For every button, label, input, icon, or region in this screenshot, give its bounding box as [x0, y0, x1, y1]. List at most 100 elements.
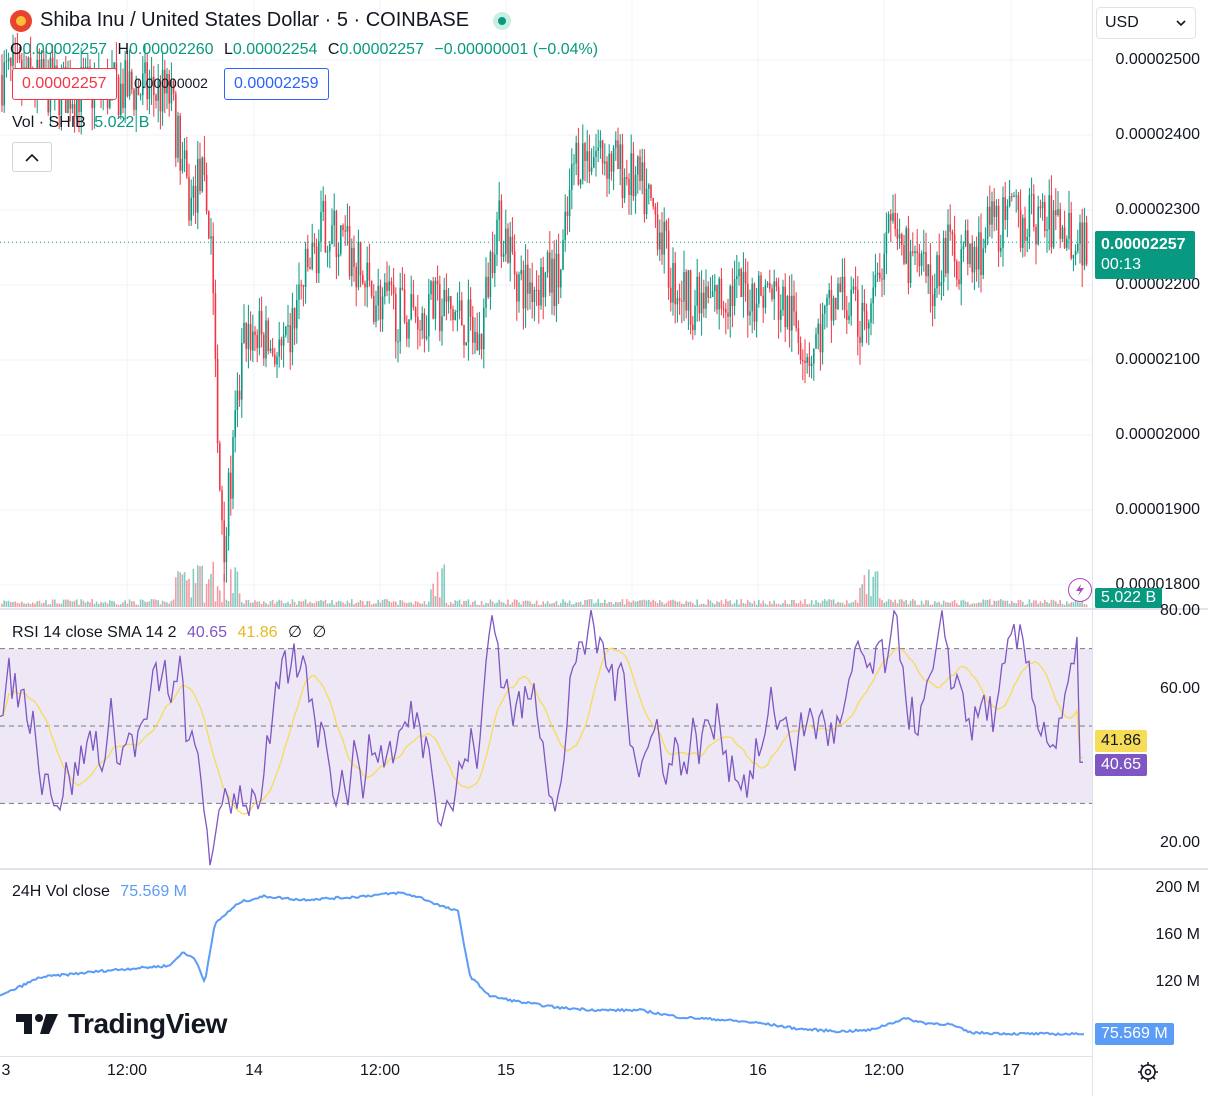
volume-bar: [21, 601, 23, 607]
lightning-icon[interactable]: [1068, 578, 1092, 602]
candle-body: [1072, 255, 1075, 259]
candle-body: [1070, 212, 1072, 259]
time-axis[interactable]: [0, 1056, 1092, 1097]
volume-bar: [483, 604, 485, 607]
candle-body: [412, 294, 415, 308]
candle-body: [654, 206, 657, 215]
candle-body: [1008, 196, 1011, 206]
volume-bar: [901, 599, 903, 607]
pane-separator[interactable]: [0, 868, 1208, 870]
buy-button[interactable]: 0.00002259: [224, 68, 329, 100]
candle-body: [991, 201, 993, 225]
volume-bar: [67, 599, 69, 607]
candle-body: [687, 270, 690, 311]
volume-bar: [645, 600, 648, 607]
candle-body: [267, 320, 269, 351]
volume-bar: [201, 565, 203, 607]
time-label: 12:00: [611, 1062, 653, 1079]
vol24-pane[interactable]: [0, 870, 1092, 1056]
candle-body: [936, 255, 938, 289]
vol24-legend-value: 75.569 M: [120, 883, 188, 900]
candle-body: [379, 285, 382, 320]
volume-bar: [703, 603, 705, 607]
volume-bar: [786, 603, 789, 607]
candle-body: [315, 246, 318, 274]
volume-bar: [302, 601, 305, 607]
price-pane[interactable]: [0, 0, 1092, 608]
candle-body: [731, 286, 734, 306]
candle-body: [641, 162, 643, 181]
currency-select[interactable]: USD: [1096, 7, 1196, 39]
volume-bar: [914, 600, 916, 607]
candle-body: [612, 147, 615, 172]
volume-bar: [216, 586, 219, 607]
candle-body: [419, 329, 421, 331]
tradingview-logo[interactable]: TradingView: [16, 1008, 227, 1040]
candle-body: [122, 83, 124, 108]
rsi-pane[interactable]: [0, 608, 1092, 868]
volume-bar: [247, 600, 250, 607]
sell-button[interactable]: 0.00002257: [12, 68, 117, 100]
volume-bar: [509, 604, 511, 607]
volume-bar: [841, 602, 844, 607]
volume-bar: [379, 602, 382, 607]
vol24-chart[interactable]: [0, 870, 1092, 1056]
volume-bar: [661, 602, 663, 607]
candle-body: [494, 254, 496, 273]
candle-body: [727, 312, 729, 317]
candle-body: [753, 283, 756, 322]
volume-bar: [986, 599, 989, 607]
volume-bar: [947, 602, 949, 607]
candle-body: [307, 248, 309, 268]
candle-body: [929, 264, 932, 295]
collapse-legend-button[interactable]: [12, 142, 52, 172]
candle-body: [617, 140, 619, 170]
price-axis[interactable]: USD: [1092, 0, 1208, 1096]
volume-bar: [232, 593, 234, 607]
candle-body: [716, 285, 718, 310]
price-chart[interactable]: [0, 0, 1092, 608]
candle-body: [291, 307, 294, 353]
volume-bar: [557, 604, 560, 607]
volume-bar: [951, 601, 954, 607]
candle-body: [245, 322, 247, 349]
candle-body: [425, 336, 428, 339]
rsi-chart[interactable]: [0, 608, 1092, 868]
vol24-tick: 160 M: [1155, 926, 1200, 943]
pane-separator[interactable]: [0, 608, 1208, 610]
candle-body: [205, 175, 208, 212]
candle-body: [368, 262, 371, 281]
volume-bar: [681, 603, 683, 607]
volume-bar: [1074, 599, 1077, 607]
settings-button[interactable]: [1136, 1060, 1160, 1084]
volume-bar: [351, 599, 353, 607]
candle-body: [949, 224, 951, 232]
symbol-header[interactable]: Shiba Inu / United States Dollar · 5 · C…: [10, 9, 512, 32]
candle-body: [1039, 206, 1042, 209]
volume-bar: [311, 603, 313, 607]
volume-bar: [76, 599, 78, 607]
volume-bar: [762, 600, 764, 607]
volume-bar: [10, 602, 12, 607]
rsi-legend[interactable]: RSI 14 close SMA 14 2 40.65 41.86 ∅ ∅: [12, 622, 326, 642]
volume-legend[interactable]: Vol · SHIB 5.022 B: [12, 114, 149, 132]
candle-body: [467, 299, 470, 343]
volume-bar: [720, 600, 723, 607]
vol24-legend[interactable]: 24H Vol close 75.569 M: [12, 883, 187, 901]
candle-body: [786, 295, 789, 328]
volume-bar: [1013, 602, 1015, 607]
volume-bar: [27, 602, 30, 607]
candle-body: [821, 313, 824, 353]
volume-bar: [535, 600, 538, 607]
volume-bar: [892, 602, 894, 607]
candle-body: [1061, 227, 1064, 239]
candle-body: [749, 311, 751, 316]
volume-bar: [502, 602, 505, 607]
volume-bar: [89, 602, 91, 607]
candle-body: [885, 231, 888, 254]
volume-bar: [769, 601, 771, 607]
volume-bar: [511, 602, 514, 607]
volume-bar: [331, 600, 333, 607]
volume-bar: [390, 602, 393, 607]
volume-bar: [758, 600, 760, 607]
